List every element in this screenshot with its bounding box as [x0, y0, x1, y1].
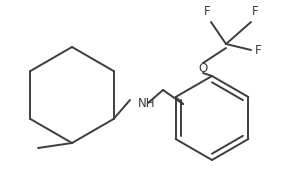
Text: F: F [252, 5, 258, 18]
Text: O: O [198, 62, 208, 75]
Text: NH: NH [138, 97, 156, 110]
Text: F: F [204, 5, 210, 18]
Text: F: F [255, 44, 262, 57]
